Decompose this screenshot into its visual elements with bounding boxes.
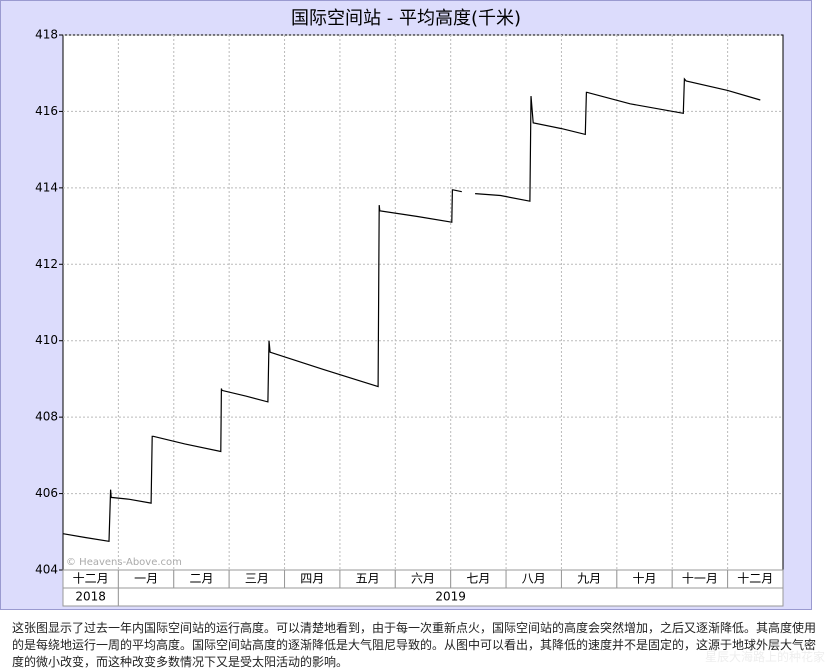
x-tick-label: 八月 — [522, 572, 546, 586]
x-tick-label: 七月 — [466, 572, 490, 586]
year-label: 2019 — [435, 590, 466, 604]
y-tick-label: 412 — [35, 257, 58, 271]
y-tick-label: 408 — [35, 410, 58, 424]
watermark: © Heavens-Above.com — [66, 557, 182, 568]
year-label: 2018 — [75, 590, 106, 604]
x-tick-label: 十月 — [633, 572, 657, 586]
x-tick-label: 五月 — [356, 572, 380, 586]
x-tick-label: 九月 — [577, 572, 601, 586]
caption: 这张图显示了过去一年内国际空间站的运行高度。可以清楚地看到，由于每一次重新点火，… — [12, 621, 817, 669]
x-tick-label: 十一月 — [682, 572, 718, 586]
x-tick-label: 六月 — [411, 572, 435, 586]
x-tick-label: 一月 — [134, 572, 158, 586]
x-tick-label: 十二月 — [73, 572, 109, 586]
x-tick-label: 十二月 — [737, 572, 773, 586]
chart-title: 国际空间站 - 平均高度(千米) — [291, 8, 521, 29]
x-tick-label: 二月 — [189, 572, 213, 586]
y-tick-label: 410 — [35, 333, 58, 347]
plot-area — [62, 34, 784, 571]
x-tick-label: 四月 — [300, 572, 324, 586]
altitude-line — [62, 77, 761, 542]
y-tick-label: 416 — [35, 104, 58, 118]
y-tick-label: 406 — [35, 486, 58, 500]
x-tick-label: 三月 — [245, 572, 269, 586]
y-tick-label: 404 — [35, 563, 58, 577]
chart: 国际空间站 - 平均高度(千米) © Heavens-Above.com 404… — [0, 0, 812, 610]
y-tick-label: 414 — [35, 180, 58, 194]
year-cell — [117, 587, 784, 607]
watermark: 星辰大海路上的种花家 — [704, 650, 825, 664]
y-tick-label: 418 — [35, 28, 58, 42]
